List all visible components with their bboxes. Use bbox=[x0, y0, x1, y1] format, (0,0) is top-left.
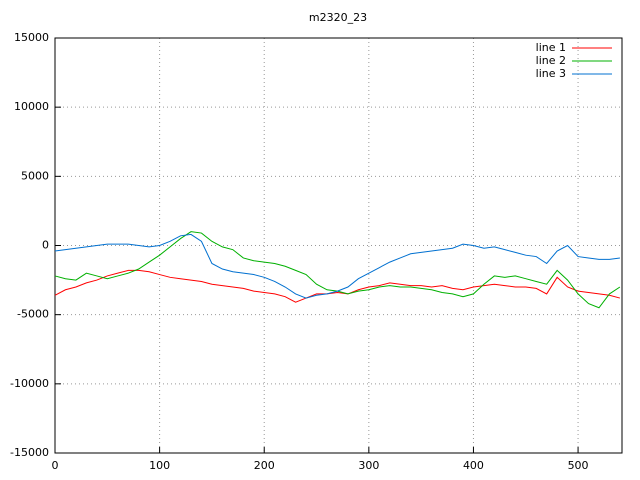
y-tick-label: 10000 bbox=[14, 100, 49, 113]
plot-frame bbox=[54, 37, 623, 454]
x-tick-label: 0 bbox=[52, 459, 59, 472]
x-tick-label: 500 bbox=[568, 459, 589, 472]
y-tick-label: -10000 bbox=[10, 377, 49, 390]
y-tick-label: -5000 bbox=[17, 308, 49, 321]
series-line bbox=[54, 233, 620, 299]
legend-label: line 3 bbox=[536, 67, 566, 80]
y-tick-label: 5000 bbox=[21, 169, 49, 182]
x-tick-label: 400 bbox=[463, 459, 484, 472]
legend-label: line 1 bbox=[536, 41, 566, 54]
series-line bbox=[54, 269, 621, 303]
x-tick-label: 100 bbox=[149, 459, 170, 472]
y-tick-label: -15000 bbox=[10, 446, 49, 459]
y-tick-label: 0 bbox=[42, 239, 49, 252]
legend-label: line 2 bbox=[536, 54, 566, 67]
y-tick-label: 15000 bbox=[14, 31, 49, 44]
x-tick-label: 300 bbox=[358, 459, 379, 472]
chart-title: m2320_23 bbox=[309, 11, 367, 24]
x-tick-label: 200 bbox=[254, 459, 275, 472]
